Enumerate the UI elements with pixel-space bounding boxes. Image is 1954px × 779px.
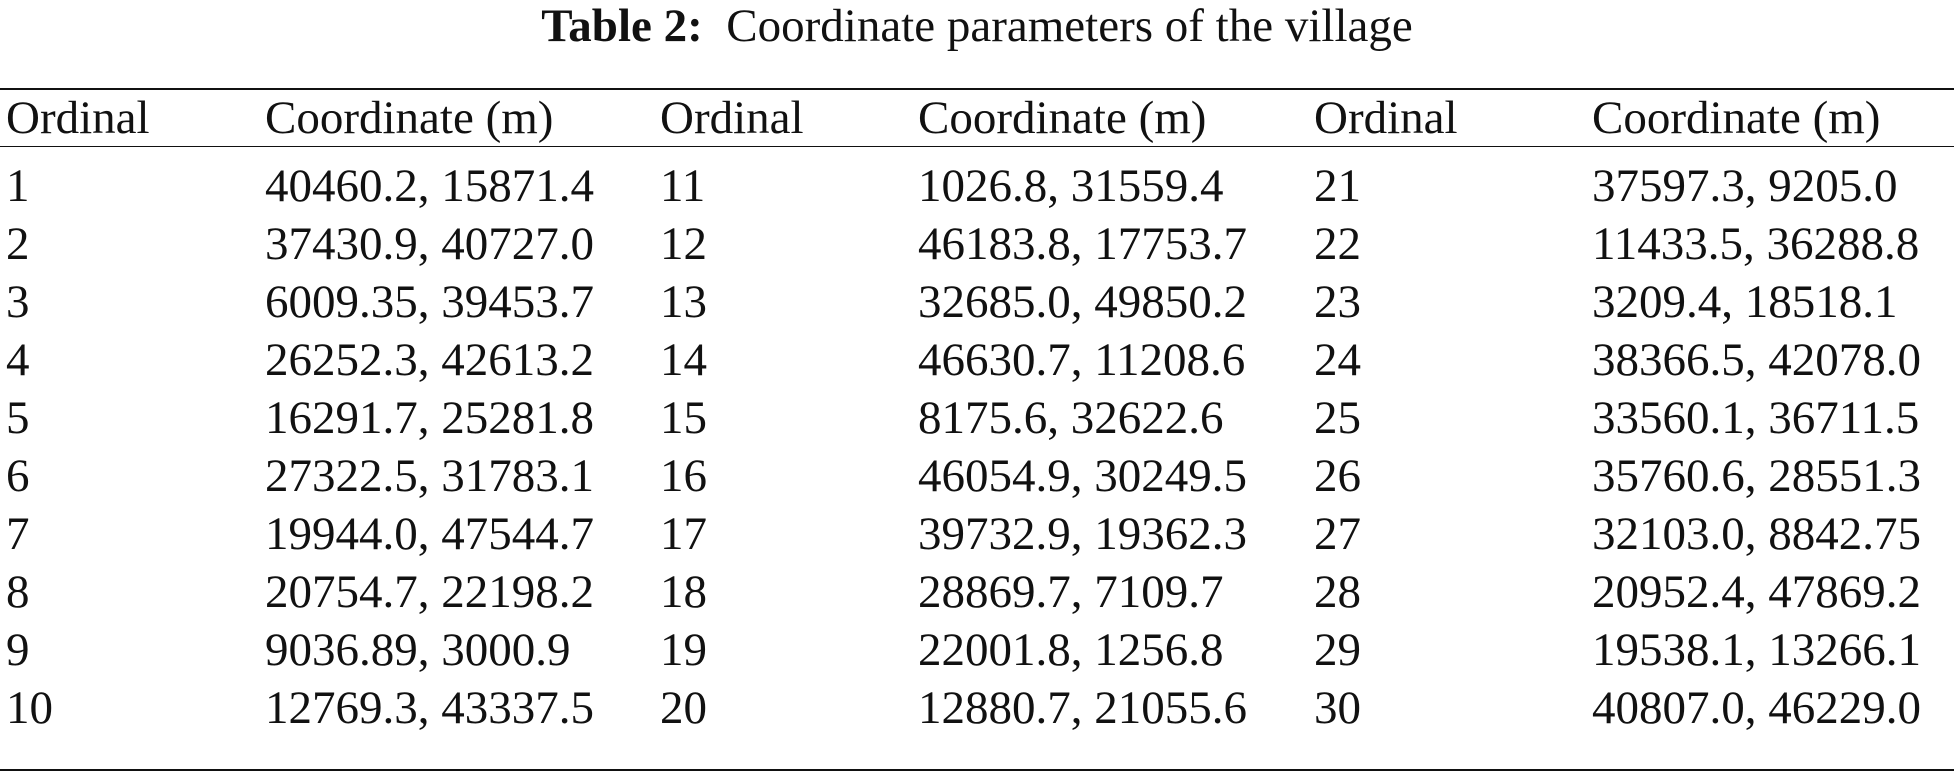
coordinate-cell: 20952.4, 47869.2	[1592, 566, 1921, 618]
ordinal-cell: 13	[660, 276, 707, 328]
ordinal-cell: 5	[6, 392, 30, 444]
table-row: 1 40460.2, 15871.4 11 1026.8, 31559.4 21 3759…	[0, 147, 1954, 216]
ordinal-cell: 9	[6, 624, 30, 676]
caption-label: Table 2:	[541, 0, 703, 52]
ordinal-cell: 8	[6, 566, 30, 618]
coordinate-cell: 8175.6, 32622.6	[918, 392, 1224, 444]
ordinal-cell: 15	[660, 392, 707, 444]
ordinal-cell: 3	[6, 276, 30, 328]
coordinate-cell: 46054.9, 30249.5	[918, 450, 1247, 502]
ordinal-cell: 24	[1314, 334, 1361, 386]
ordinal-cell: 11	[660, 160, 706, 212]
coordinate-cell: 32685.0, 49850.2	[918, 276, 1247, 328]
column-header-ordinal: Ordinal	[6, 92, 150, 144]
table-row: 4 26252.3, 42613.2 14 46630.7, 11208.6 24 383…	[0, 331, 1954, 389]
header-row: Ordinal Coordinate (m) Ordinal Coordinate (…	[0, 89, 1954, 147]
coordinate-table: Ordinal Coordinate (m) Ordinal Coordinate (…	[0, 88, 1954, 771]
coordinate-cell: 40460.2, 15871.4	[265, 160, 594, 212]
table-row: 3 6009.35, 39453.7 13 32685.0, 49850.2 23 320…	[0, 273, 1954, 331]
coordinate-cell: 20754.7, 22198.2	[265, 566, 594, 618]
coordinate-cell: 19538.1, 13266.1	[1592, 624, 1921, 676]
coordinate-cell: 19944.0, 47544.7	[265, 508, 594, 560]
coordinate-cell: 37597.3, 9205.0	[1592, 160, 1898, 212]
ordinal-cell: 22	[1314, 218, 1361, 270]
ordinal-cell: 12	[660, 218, 707, 270]
coordinate-cell: 12880.7, 21055.6	[918, 682, 1247, 734]
coordinate-cell: 32103.0, 8842.75	[1592, 508, 1921, 560]
coordinate-cell: 16291.7, 25281.8	[265, 392, 594, 444]
ordinal-cell: 16	[660, 450, 707, 502]
caption-text: Coordinate parameters of the village	[726, 0, 1413, 52]
coordinate-cell: 27322.5, 31783.1	[265, 450, 594, 502]
ordinal-cell: 29	[1314, 624, 1361, 676]
ordinal-cell: 21	[1314, 160, 1361, 212]
ordinal-cell: 28	[1314, 566, 1361, 618]
coordinate-cell: 26252.3, 42613.2	[265, 334, 594, 386]
coordinate-cell: 35760.6, 28551.3	[1592, 450, 1921, 502]
ordinal-cell: 14	[660, 334, 707, 386]
ordinal-cell: 6	[6, 450, 30, 502]
table-row: 9 9036.89, 3000.9 19 22001.8, 1256.8 29 19538…	[0, 621, 1954, 679]
ordinal-cell: 20	[660, 682, 707, 734]
ordinal-cell: 17	[660, 508, 707, 560]
coordinate-cell: 40807.0, 46229.0	[1592, 682, 1921, 734]
ordinal-cell: 4	[6, 334, 30, 386]
table-caption: Table 2: Coordinate parameters of the vi…	[0, 2, 1954, 50]
table-row: 6 27322.5, 31783.1 16 46054.9, 30249.5 26 357…	[0, 447, 1954, 505]
coordinate-cell: 1026.8, 31559.4	[918, 160, 1224, 212]
ordinal-cell: 25	[1314, 392, 1361, 444]
ordinal-cell: 18	[660, 566, 707, 618]
ordinal-cell: 7	[6, 508, 30, 560]
coordinate-cell: 39732.9, 19362.3	[918, 508, 1247, 560]
coordinate-cell: 22001.8, 1256.8	[918, 624, 1224, 676]
coordinate-cell: 11433.5, 36288.8	[1592, 218, 1920, 270]
table-row: 8 20754.7, 22198.2 18 28869.7, 7109.7 28 2095…	[0, 563, 1954, 621]
column-header-ordinal: Ordinal	[660, 92, 804, 144]
coordinate-cell: 33560.1, 36711.5	[1592, 392, 1920, 444]
ordinal-cell: 19	[660, 624, 707, 676]
ordinal-cell: 2	[6, 218, 30, 270]
coordinate-cell: 46630.7, 11208.6	[918, 334, 1246, 386]
table-row: 10 12769.3, 43337.5 20 12880.7, 21055.6 30 40…	[0, 679, 1954, 770]
coordinate-cell: 12769.3, 43337.5	[265, 682, 594, 734]
coordinate-cell: 28869.7, 7109.7	[918, 566, 1224, 618]
coordinate-cell: 3209.4, 18518.1	[1592, 276, 1898, 328]
ordinal-cell: 1	[6, 160, 30, 212]
column-header-ordinal: Ordinal	[1314, 92, 1458, 144]
table-row: 7 19944.0, 47544.7 17 39732.9, 19362.3 27 321…	[0, 505, 1954, 563]
table-row: 2 37430.9, 40727.0 12 46183.8, 17753.7 22 114…	[0, 215, 1954, 273]
table-row: 5 16291.7, 25281.8 15 8175.6, 32622.6 25 3356…	[0, 389, 1954, 447]
coordinate-cell: 6009.35, 39453.7	[265, 276, 594, 328]
column-header-coordinate: Coordinate (m)	[918, 92, 1207, 144]
column-header-coordinate: Coordinate (m)	[265, 92, 554, 144]
coordinate-cell: 46183.8, 17753.7	[918, 218, 1247, 270]
ordinal-cell: 10	[6, 682, 53, 734]
coordinate-cell: 37430.9, 40727.0	[265, 218, 594, 270]
ordinal-cell: 27	[1314, 508, 1361, 560]
coordinate-cell: 38366.5, 42078.0	[1592, 334, 1921, 386]
ordinal-cell: 23	[1314, 276, 1361, 328]
column-header-coordinate: Coordinate (m)	[1592, 92, 1881, 144]
ordinal-cell: 30	[1314, 682, 1361, 734]
coordinate-cell: 9036.89, 3000.9	[265, 624, 571, 676]
ordinal-cell: 26	[1314, 450, 1361, 502]
